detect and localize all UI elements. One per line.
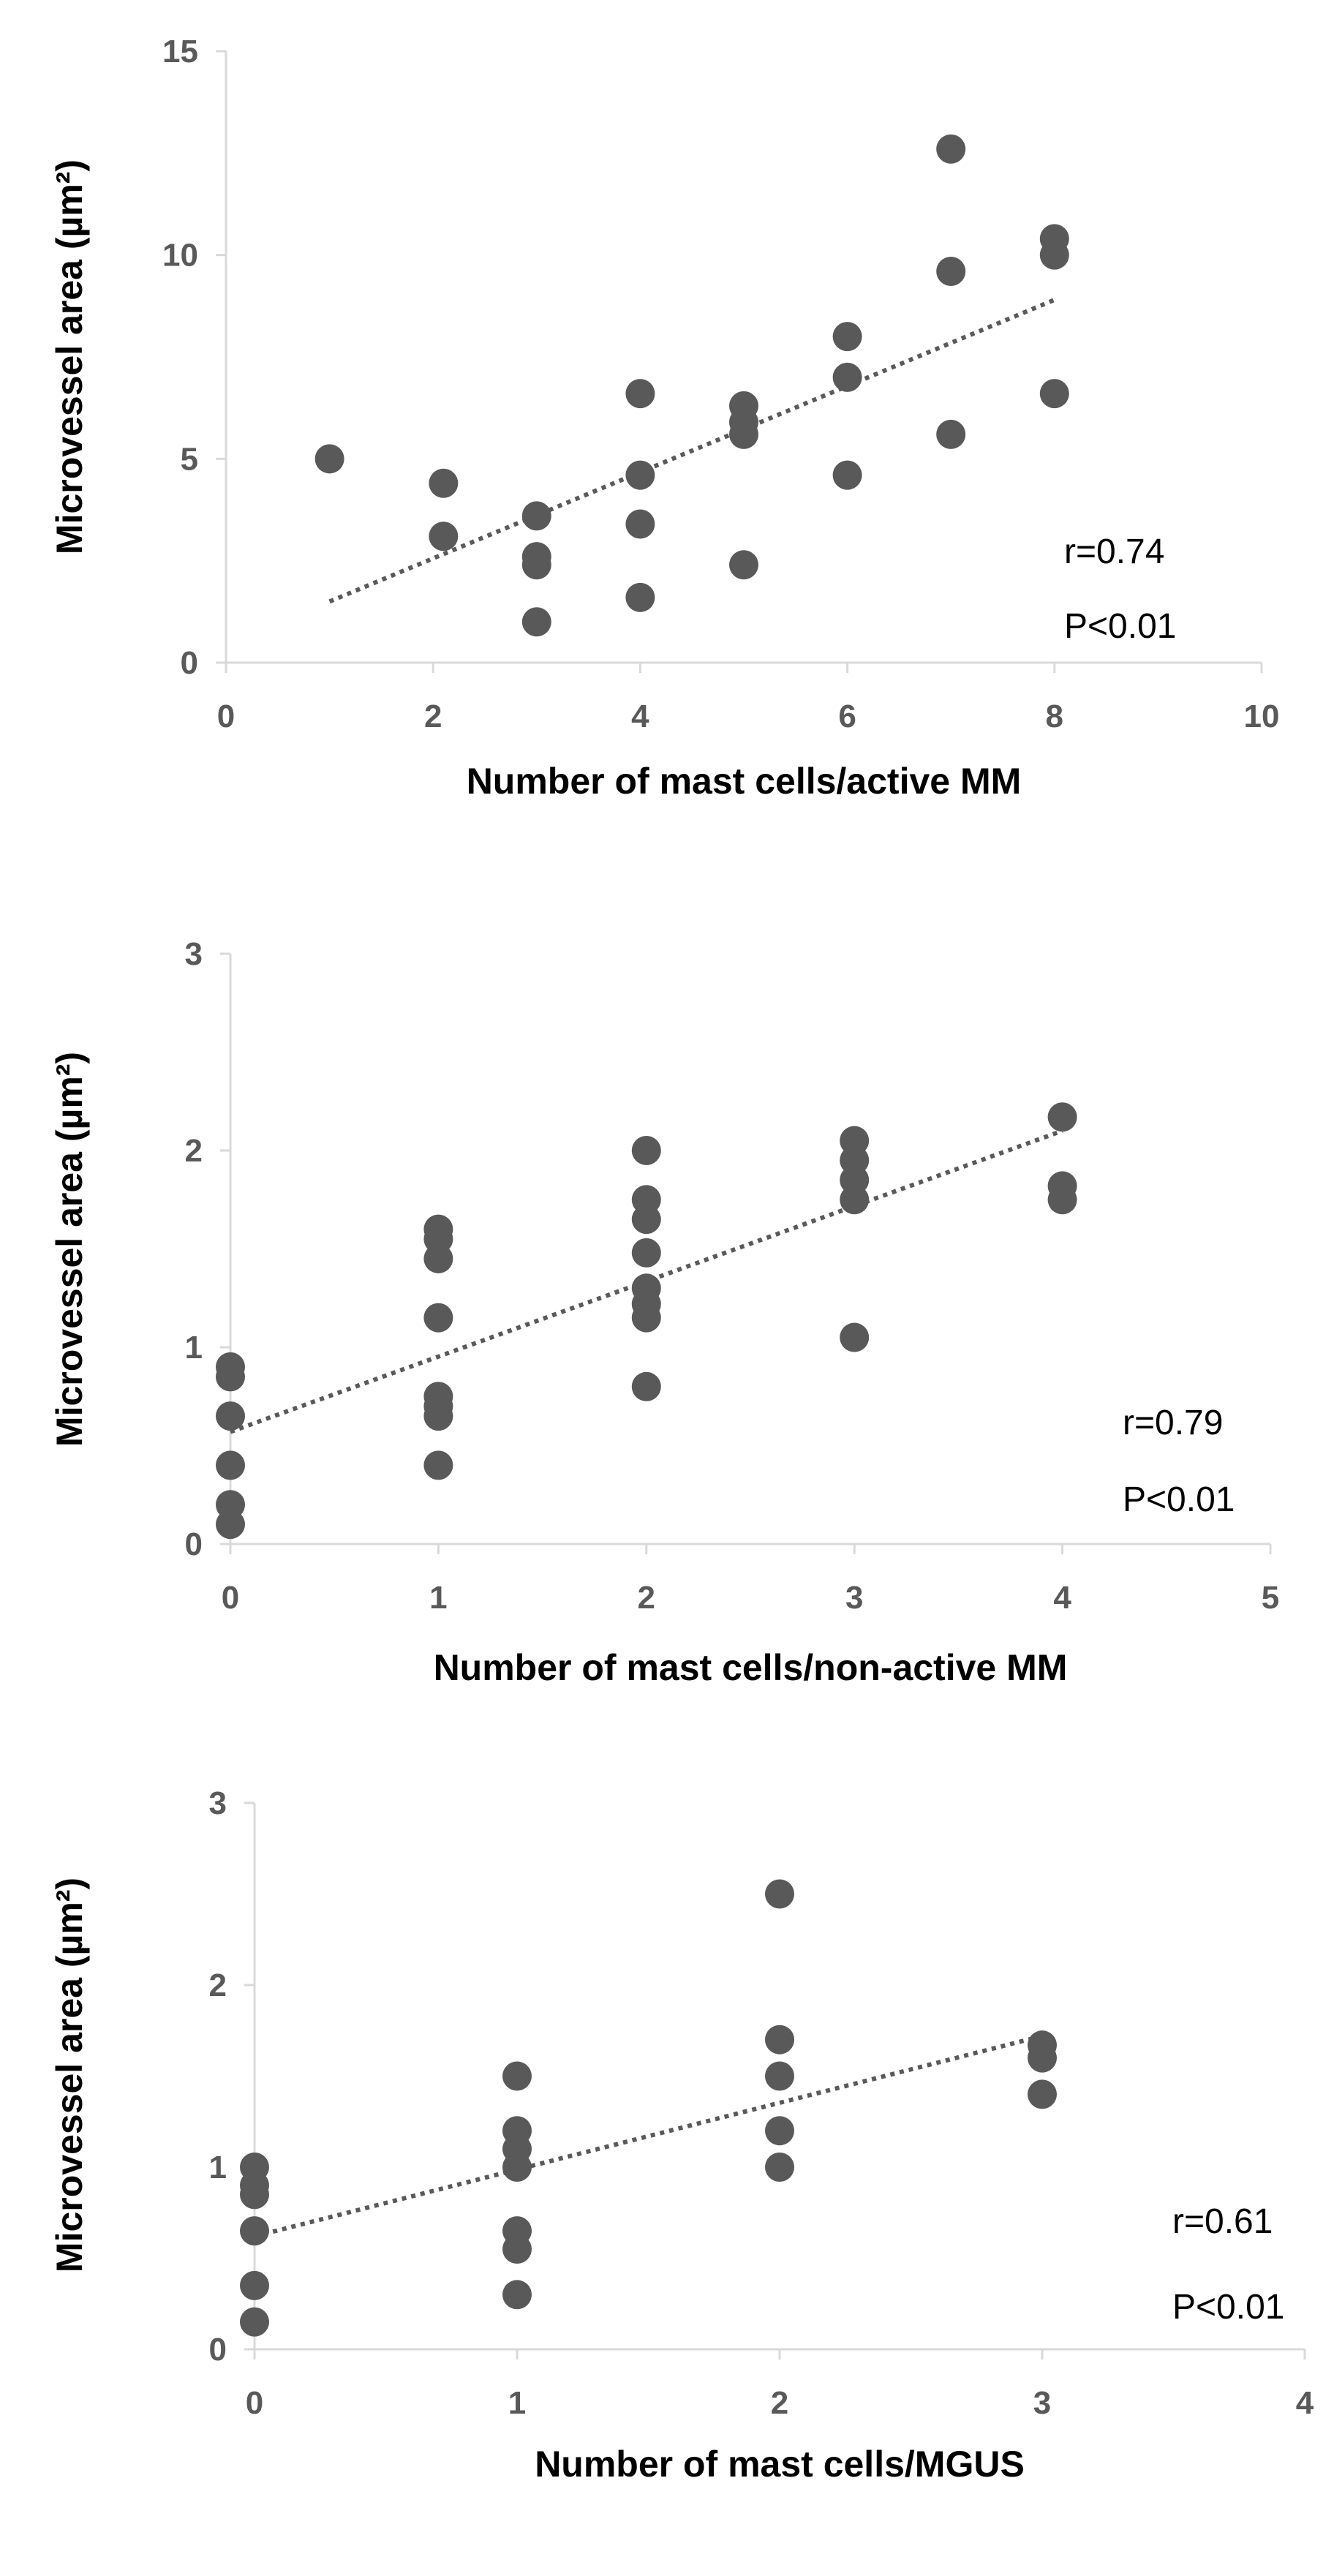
data-point bbox=[1039, 379, 1069, 409]
data-point bbox=[216, 1450, 245, 1480]
data-point bbox=[502, 2153, 532, 2182]
x-tick-label: 4 bbox=[1296, 2385, 1314, 2421]
x-tick-label: 2 bbox=[424, 698, 442, 734]
data-point bbox=[240, 2216, 269, 2246]
data-point bbox=[429, 521, 459, 551]
chart-1: 0 5 10 15 0 2 4 6 8 10 Number of mast cells/active… bbox=[49, 34, 1279, 802]
y-tick-label: 3 bbox=[185, 936, 203, 972]
data-point bbox=[631, 1205, 661, 1235]
y-axis-title: Microvessel area (µm²) bbox=[49, 1052, 90, 1447]
data-point bbox=[502, 2280, 532, 2310]
x-axis-title: Number of mast cells/active MM bbox=[467, 761, 1022, 802]
y-tick-label: 2 bbox=[209, 1967, 227, 2003]
data-point bbox=[521, 550, 551, 580]
data-point bbox=[832, 460, 862, 490]
data-point bbox=[832, 362, 862, 392]
data-point bbox=[936, 256, 966, 286]
x-tick-label: 0 bbox=[222, 1580, 239, 1616]
data-point bbox=[729, 419, 758, 449]
data-point bbox=[521, 607, 551, 637]
data-point bbox=[1047, 1102, 1077, 1132]
data-point bbox=[729, 550, 758, 580]
data-point bbox=[423, 1401, 453, 1431]
data-point bbox=[429, 468, 459, 498]
data-point bbox=[216, 1510, 245, 1540]
data-point bbox=[936, 419, 966, 449]
chart-3: 0 1 2 3 0 1 2 3 4 Number of mast cells/MGUS Microv… bbox=[49, 1785, 1314, 2485]
x-tick-label: 8 bbox=[1046, 698, 1063, 734]
correlation-label: r=0.79 bbox=[1123, 1404, 1223, 1442]
data-point bbox=[765, 2061, 794, 2091]
data-point bbox=[625, 509, 655, 539]
data-point bbox=[765, 2116, 794, 2146]
y-tick-label: 5 bbox=[181, 441, 198, 477]
x-tick-label: 2 bbox=[638, 1580, 655, 1616]
data-point bbox=[423, 1303, 453, 1333]
data-point bbox=[765, 2025, 794, 2055]
data-point bbox=[502, 2234, 532, 2264]
data-point bbox=[625, 460, 655, 490]
x-tick-label: 3 bbox=[1033, 2385, 1051, 2421]
data-point bbox=[216, 1401, 245, 1431]
data-point bbox=[631, 1136, 661, 1165]
data-point bbox=[240, 2307, 269, 2337]
y-axis-title: Microvessel area (µm²) bbox=[49, 159, 90, 554]
x-tick-label: 4 bbox=[631, 698, 649, 734]
data-point bbox=[216, 1362, 245, 1392]
y-tick-label: 0 bbox=[181, 645, 198, 681]
data-point bbox=[240, 2180, 269, 2210]
data-point bbox=[502, 2061, 532, 2091]
data-point bbox=[832, 322, 862, 352]
data-point bbox=[240, 2270, 269, 2300]
data-point bbox=[840, 1322, 870, 1352]
data-point bbox=[936, 134, 966, 164]
x-tick-label: 0 bbox=[246, 2385, 263, 2421]
data-point bbox=[423, 1450, 453, 1480]
y-tick-label: 1 bbox=[185, 1330, 203, 1366]
chart-2: 0 1 2 3 0 1 2 3 4 5 Number of mast cells/non-activ… bbox=[49, 936, 1279, 1688]
trendline bbox=[328, 298, 1055, 604]
data-point bbox=[314, 444, 344, 474]
data-point bbox=[625, 379, 655, 409]
y-tick-label: 2 bbox=[185, 1133, 203, 1169]
x-tick-label: 5 bbox=[1262, 1580, 1279, 1616]
y-axis-title: Microvessel area (µm²) bbox=[49, 1878, 90, 2272]
x-axis-title: Number of mast cells/MGUS bbox=[535, 2444, 1025, 2485]
correlation-label: r=0.61 bbox=[1172, 2202, 1273, 2241]
x-tick-label: 6 bbox=[838, 698, 856, 734]
data-point bbox=[423, 1243, 453, 1273]
x-tick-label: 4 bbox=[1053, 1580, 1071, 1616]
data-point bbox=[631, 1303, 661, 1333]
x-tick-label: 3 bbox=[845, 1580, 863, 1616]
data-point bbox=[1039, 240, 1069, 270]
data-point bbox=[765, 1879, 794, 1909]
p-value-label: P<0.01 bbox=[1123, 1480, 1235, 1519]
y-tick-label: 3 bbox=[209, 1785, 227, 1821]
trendline bbox=[254, 2033, 1043, 2239]
data-point bbox=[765, 2153, 794, 2182]
x-tick-label: 10 bbox=[1244, 698, 1280, 734]
data-point bbox=[1047, 1185, 1077, 1215]
y-tick-label: 15 bbox=[162, 34, 198, 69]
x-tick-label: 1 bbox=[429, 1580, 447, 1616]
p-value-label: P<0.01 bbox=[1064, 607, 1176, 646]
data-point bbox=[840, 1185, 870, 1215]
data-point bbox=[625, 582, 655, 612]
y-tick-label: 0 bbox=[185, 1526, 203, 1562]
correlation-label: r=0.74 bbox=[1064, 532, 1164, 571]
data-point bbox=[521, 501, 551, 531]
data-point bbox=[1028, 2043, 1057, 2073]
y-tick-label: 0 bbox=[209, 2332, 227, 2368]
x-tick-label: 2 bbox=[771, 2385, 788, 2421]
x-axis-title: Number of mast cells/non-active MM bbox=[434, 1647, 1068, 1688]
data-point bbox=[631, 1371, 661, 1401]
x-tick-label: 0 bbox=[217, 698, 235, 734]
y-tick-label: 10 bbox=[162, 238, 198, 274]
data-point bbox=[1028, 2079, 1057, 2109]
y-tick-label: 1 bbox=[209, 2150, 227, 2185]
x-tick-label: 1 bbox=[508, 2385, 526, 2421]
p-value-label: P<0.01 bbox=[1172, 2288, 1284, 2327]
data-point bbox=[631, 1238, 661, 1268]
